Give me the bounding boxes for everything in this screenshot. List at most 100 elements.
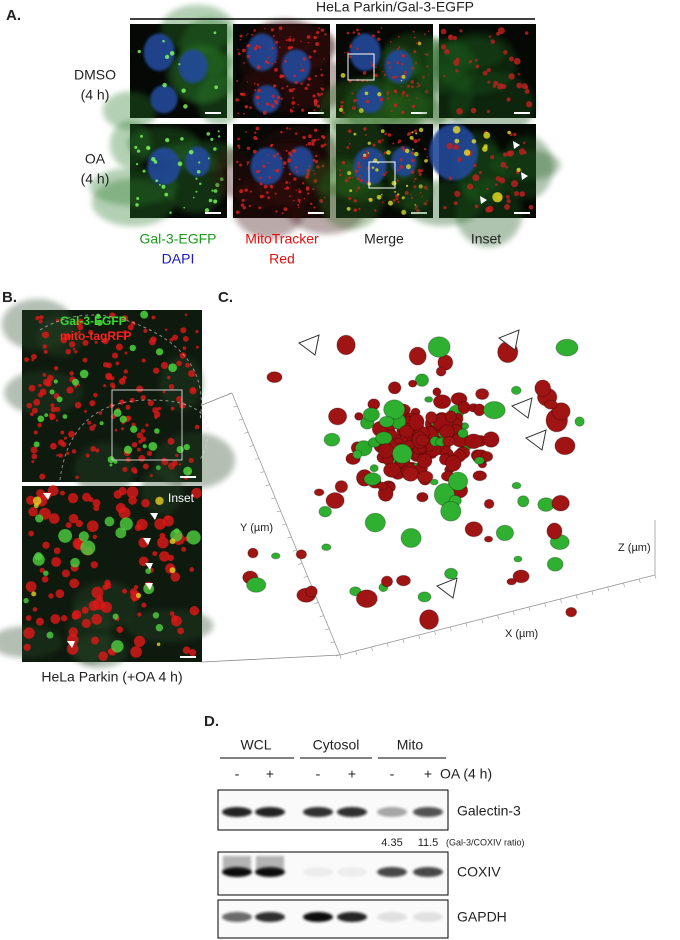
puncta — [239, 189, 244, 194]
puncta — [162, 390, 166, 394]
puncta — [239, 163, 242, 167]
puncta — [463, 149, 471, 156]
puncta — [474, 204, 479, 209]
puncta — [255, 95, 260, 100]
nucleus — [150, 85, 178, 114]
puncta — [363, 127, 367, 131]
puncta — [415, 42, 418, 45]
axis-tick — [233, 405, 238, 408]
puncta — [74, 350, 78, 354]
puncta — [423, 147, 427, 151]
puncta — [238, 178, 241, 181]
axis-tick — [434, 630, 436, 636]
puncta — [283, 207, 288, 212]
blob — [546, 556, 564, 572]
puncta — [123, 445, 133, 454]
puncta — [23, 597, 29, 604]
puncta — [279, 157, 283, 160]
nucleus — [147, 147, 181, 186]
puncta — [191, 487, 202, 499]
blob — [375, 431, 393, 446]
puncta — [467, 183, 474, 190]
puncta — [199, 182, 202, 186]
puncta — [341, 161, 346, 165]
puncta — [367, 141, 371, 145]
puncta — [130, 425, 138, 433]
puncta — [286, 85, 289, 88]
blob — [574, 416, 585, 427]
puncta — [377, 37, 381, 41]
puncta — [75, 520, 83, 528]
puncta — [68, 430, 75, 438]
puncta — [239, 38, 242, 41]
puncta — [295, 189, 297, 191]
puncta — [312, 94, 316, 98]
blob — [362, 407, 380, 422]
blob — [391, 443, 413, 464]
puncta — [289, 35, 291, 38]
puncta — [449, 35, 452, 38]
puncta — [403, 70, 407, 74]
puncta — [107, 456, 115, 464]
puncta — [270, 28, 274, 32]
puncta — [241, 48, 246, 53]
puncta — [284, 59, 287, 63]
blob — [483, 498, 495, 509]
puncta — [195, 190, 198, 193]
puncta — [504, 204, 510, 210]
puncta — [111, 352, 119, 359]
puncta — [123, 330, 128, 335]
puncta — [371, 34, 375, 38]
row-label: OA — [85, 151, 106, 167]
puncta — [440, 44, 447, 50]
puncta — [258, 169, 261, 172]
axis-tick — [298, 563, 303, 565]
puncta — [452, 35, 458, 41]
puncta — [86, 520, 99, 533]
puncta — [320, 92, 324, 95]
puncta — [26, 495, 36, 505]
puncta — [452, 125, 461, 134]
puncta — [274, 192, 277, 195]
puncta — [46, 631, 54, 639]
puncta — [28, 507, 38, 517]
puncta — [32, 553, 45, 566]
blob — [313, 488, 325, 497]
puncta — [397, 35, 400, 38]
puncta — [399, 75, 402, 78]
puncta — [394, 190, 397, 193]
puncta — [383, 151, 387, 155]
axis-tick — [560, 598, 562, 604]
puncta — [352, 106, 356, 110]
axis-tick — [512, 610, 515, 616]
puncta — [405, 184, 409, 188]
arrowhead — [480, 196, 487, 204]
band — [377, 807, 407, 817]
puncta — [505, 194, 510, 199]
puncta — [217, 135, 221, 138]
puncta — [297, 206, 300, 209]
puncta — [63, 436, 67, 440]
puncta — [94, 340, 98, 344]
puncta — [192, 196, 195, 199]
puncta — [399, 158, 403, 162]
axis-tick — [330, 641, 335, 644]
blob — [414, 373, 430, 387]
puncta — [155, 348, 164, 356]
puncta — [289, 181, 291, 184]
blob — [369, 464, 379, 473]
column-label: MitoTracker — [245, 231, 319, 247]
puncta — [380, 27, 383, 29]
puncta — [92, 534, 97, 539]
puncta — [122, 466, 128, 473]
puncta — [383, 73, 387, 76]
puncta — [472, 174, 480, 182]
puncta — [135, 162, 139, 166]
puncta — [516, 167, 521, 172]
puncta — [446, 142, 454, 150]
group-label: Cytosol — [313, 737, 360, 753]
puncta — [189, 567, 195, 572]
puncta — [413, 139, 418, 144]
inset-label: Inset — [168, 491, 195, 505]
puncta — [136, 149, 141, 153]
